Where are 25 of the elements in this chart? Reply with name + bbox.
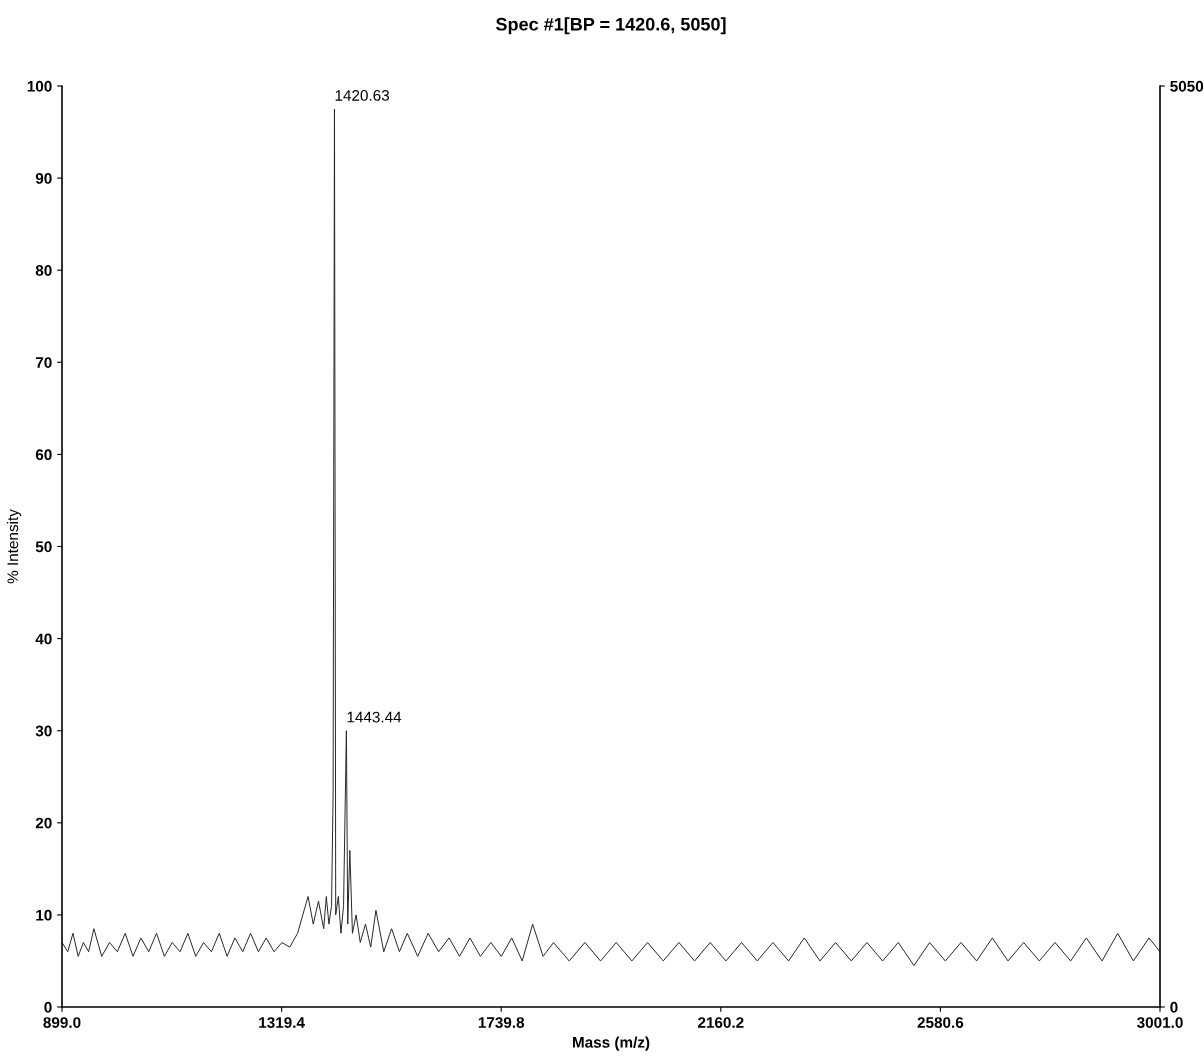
x-tick-label: 2160.2 — [697, 1017, 744, 1028]
y-tick-label: 80 — [35, 265, 52, 276]
y-tick-label: 40 — [35, 633, 52, 645]
x-tick-label: 2580.6 — [917, 1017, 964, 1028]
x-tick-label: 899.0 — [43, 1017, 81, 1028]
line-series — [62, 108, 1160, 967]
y-tick-label: 0 — [44, 1001, 52, 1013]
annotation: 1420.63 — [335, 90, 390, 101]
chart-title: Spec #1[BP = 1420.6, 5050] — [496, 17, 726, 35]
y2-tick-label: 5050 — [1170, 80, 1204, 92]
y-tick-label: 20 — [35, 817, 52, 829]
y-tick-label: 90 — [35, 172, 52, 184]
x-axis-title: Mass (m/z) — [572, 1036, 650, 1051]
y-tick-label: 70 — [35, 357, 52, 368]
y-tick-label: 30 — [35, 725, 52, 737]
annotation: 1443.44 — [347, 711, 402, 723]
x-tick-label: 1739.8 — [478, 1017, 525, 1028]
x-tick-label: 3001.0 — [1136, 1017, 1183, 1028]
y-tick-label: 50 — [35, 541, 52, 553]
y2-tick-label: 0 — [1170, 1001, 1178, 1013]
y-tick-label: 60 — [35, 449, 52, 461]
x-tick-label: 1319.4 — [259, 1017, 305, 1028]
y-tick-label: 10 — [36, 909, 52, 921]
y-axis-title: % Intensity — [6, 509, 22, 584]
y-tick-label: 100 — [27, 80, 52, 92]
